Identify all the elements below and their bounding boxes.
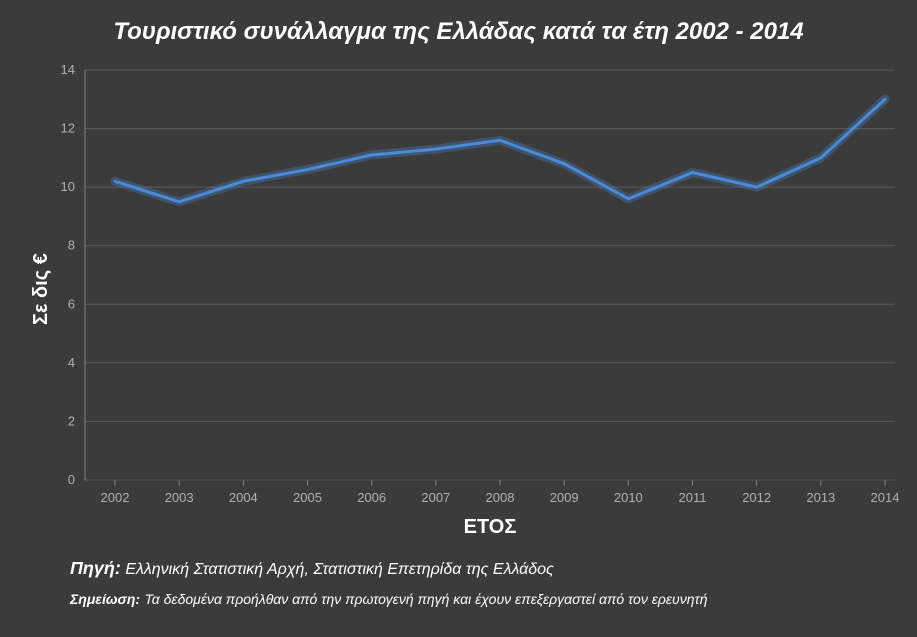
x-tick-label: 2002 (101, 490, 130, 505)
chart-svg: 0 2 4 6 8 10 12 14 2002 2003 2004 2005 2006 2007 2008 2… (0, 0, 917, 637)
y-tick-label: 6 (68, 296, 75, 311)
note-label: Σημείωση: (70, 591, 140, 607)
source-label: Πηγή: (70, 558, 121, 578)
x-tick-label: 2010 (614, 490, 643, 505)
y-tick-label: 8 (68, 238, 75, 253)
y-tick-label: 12 (61, 121, 75, 136)
x-tick-label: 2012 (742, 490, 771, 505)
x-tick-label: 2007 (421, 490, 450, 505)
chart-footer: Πηγή: Ελληνική Στατιστική Αρχή, Στατιστι… (70, 558, 897, 609)
x-tick-label: 2005 (293, 490, 322, 505)
x-tick-label: 2008 (486, 490, 515, 505)
x-tick-label: 2006 (357, 490, 386, 505)
x-tick-label: 2003 (165, 490, 194, 505)
x-axis-label: ΕΤΟΣ (85, 516, 895, 539)
x-tick-label: 2009 (550, 490, 579, 505)
x-tick-label: 2013 (806, 490, 835, 505)
x-tick-label: 2004 (229, 490, 258, 505)
x-tick-label: 2014 (871, 490, 900, 505)
y-tick-label: 0 (68, 472, 75, 487)
data-line (115, 99, 885, 202)
source-text: Ελληνική Στατιστική Αρχή, Στατιστική Επε… (125, 561, 553, 578)
x-tick-label: 2011 (679, 490, 707, 505)
note-text: Τα δεδομένα προήλθαν από την πρωτογενή π… (145, 591, 708, 607)
y-tick-label: 10 (61, 179, 75, 194)
source-line: Πηγή: Ελληνική Στατιστική Αρχή, Στατιστι… (70, 558, 897, 579)
y-tick-label: 2 (68, 413, 75, 428)
note-line: Σημείωση: Τα δεδομένα προήλθαν από την π… (70, 591, 897, 609)
y-axis-label: Σε δις € (30, 253, 53, 325)
y-tick-label: 4 (68, 355, 75, 370)
chart-title: Τουριστικό συνάλλαγμα της Ελλάδας κατά τ… (0, 18, 917, 46)
chart-container: 0 2 4 6 8 10 12 14 2002 2003 2004 2005 2006 2007 2008 2… (0, 0, 917, 637)
y-tick-label: 14 (61, 62, 75, 77)
